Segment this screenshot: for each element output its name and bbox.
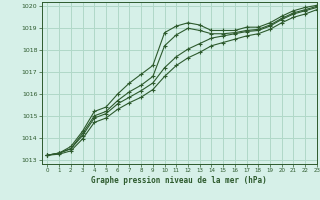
X-axis label: Graphe pression niveau de la mer (hPa): Graphe pression niveau de la mer (hPa) [91, 176, 267, 185]
